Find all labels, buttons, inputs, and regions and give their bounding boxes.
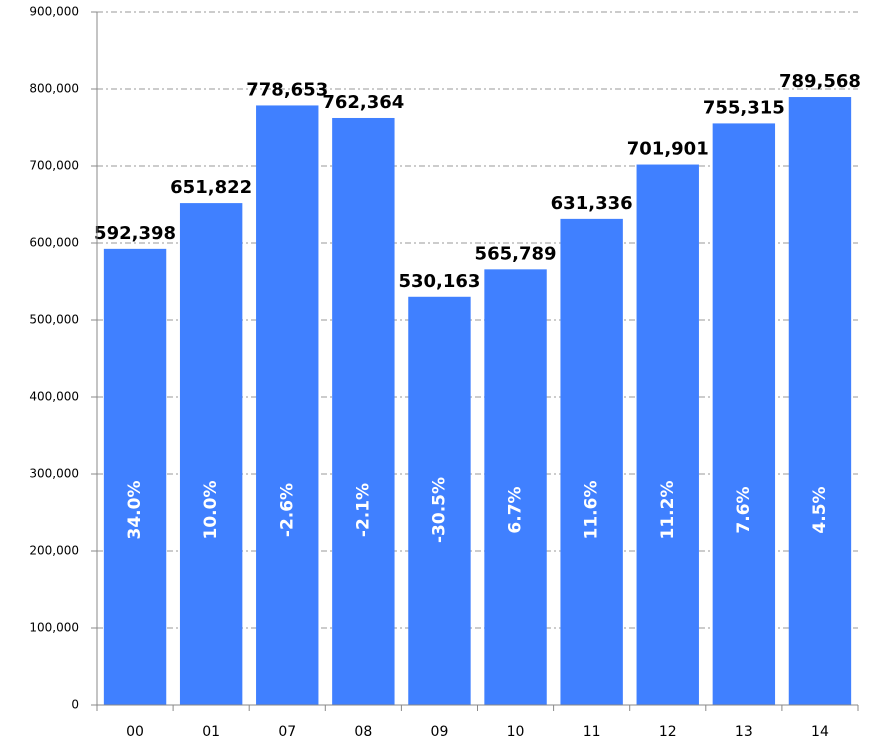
y-tick-label: 300,000 — [29, 467, 79, 481]
value-label: 565,789 — [475, 243, 557, 264]
x-tick-label: 00 — [126, 724, 144, 740]
y-tick-label: 200,000 — [29, 544, 79, 558]
y-tick-label: 600,000 — [29, 236, 79, 250]
x-tick-label: 11 — [583, 724, 601, 740]
bar — [712, 123, 776, 705]
value-label: 755,315 — [703, 97, 785, 118]
value-label: 701,901 — [627, 139, 709, 160]
inner-label: 11.2% — [658, 481, 678, 540]
inner-label: 10.0% — [201, 481, 221, 540]
value-label: 762,364 — [322, 92, 404, 113]
y-tick-label: 800,000 — [29, 82, 79, 96]
y-tick-label: 0 — [71, 698, 79, 712]
inner-label: 34.0% — [125, 481, 145, 540]
value-label: 778,653 — [246, 79, 328, 100]
value-label: 530,163 — [398, 271, 480, 292]
bar — [788, 97, 852, 705]
value-label: 631,336 — [551, 193, 633, 214]
value-label: 789,568 — [779, 71, 861, 92]
bar — [484, 269, 547, 705]
inner-label: -30.5% — [429, 477, 449, 543]
bar — [256, 105, 319, 705]
bar — [179, 203, 243, 706]
x-tick-label: 10 — [507, 724, 525, 740]
inner-label: 6.7% — [506, 486, 526, 533]
x-tick-label: 07 — [278, 724, 296, 740]
x-tick-label: 09 — [431, 724, 449, 740]
bar — [560, 218, 623, 705]
inner-label: -2.1% — [353, 483, 373, 537]
y-tick-label: 100,000 — [29, 621, 79, 635]
y-tick-label: 700,000 — [29, 159, 79, 173]
bar — [332, 117, 395, 705]
inner-label: 7.6% — [734, 486, 754, 533]
inner-label: 4.5% — [810, 486, 830, 533]
bar — [103, 248, 167, 705]
bar — [408, 296, 471, 705]
x-tick-label: 08 — [354, 724, 372, 740]
y-tick-label: 500,000 — [29, 313, 79, 327]
value-label: 651,822 — [170, 177, 252, 198]
x-tick-label: 14 — [811, 724, 829, 740]
x-tick-label: 12 — [659, 724, 677, 740]
bar — [636, 164, 699, 705]
inner-label: -2.6% — [277, 483, 297, 537]
y-tick-label: 400,000 — [29, 390, 79, 404]
value-label: 592,398 — [94, 223, 176, 244]
x-tick-label: 01 — [202, 724, 220, 740]
y-tick-label: 900,000 — [29, 5, 79, 19]
inner-label: 11.6% — [582, 481, 602, 540]
x-tick-label: 13 — [735, 724, 753, 740]
